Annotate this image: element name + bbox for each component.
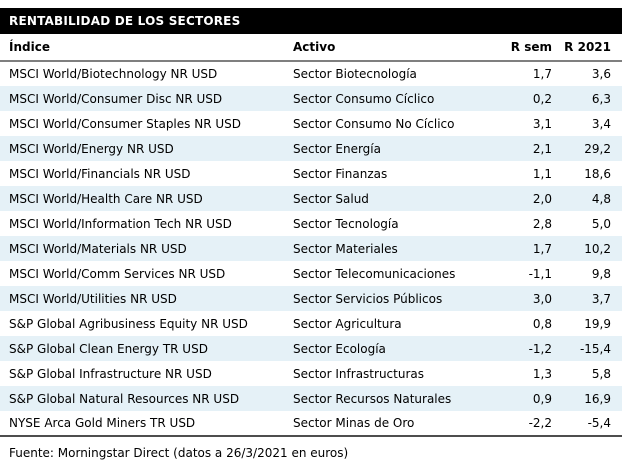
r-2021-value-cell: 3,6 — [591, 67, 611, 81]
table-row: S&P Global Clean Energy TR USD Sector Ec… — [0, 336, 622, 361]
index-name-cell: MSCI World/Materials NR USD — [9, 241, 187, 256]
table-row: MSCI World/Financials NR USD Sector Fina… — [0, 161, 622, 186]
r-2021-value-cell: -15,4 — [579, 341, 611, 356]
r-sem-value-cell: 3,1 — [532, 116, 552, 131]
index-name-cell: S&P Global Infrastructure NR USD — [9, 366, 212, 381]
index-name-cell: S&P Global Clean Energy TR USD — [9, 341, 208, 356]
r-sem-value-cell: 0,2 — [532, 91, 552, 106]
table-title: RENTABILIDAD DE LOS SECTORES — [9, 14, 241, 28]
r-2021-value-cell: 3,7 — [591, 291, 611, 306]
asset-name-cell: Sector Tecnología — [293, 216, 399, 231]
asset-name-cell: Sector Salud — [293, 191, 369, 206]
table-row: S&P Global Agribusiness Equity NR USD Se… — [0, 311, 622, 336]
asset-name-cell: Sector Recursos Naturales — [293, 391, 452, 406]
column-header-r-2021: R 2021 — [552, 34, 622, 62]
asset-name-cell: Sector Energía — [293, 141, 381, 156]
r-sem-value-cell: 0,9 — [532, 391, 552, 406]
index-name-cell: MSCI World/Energy NR USD — [9, 141, 174, 156]
asset-name-cell: Sector Biotecnología — [293, 67, 417, 81]
table-row: MSCI World/Utilities NR USD Sector Servi… — [0, 286, 622, 311]
r-2021-value-cell: 10,2 — [584, 241, 611, 256]
r-2021-value-cell: 9,8 — [591, 266, 611, 281]
r-2021-value-cell: 19,9 — [584, 316, 611, 331]
r-sem-value-cell: -1,2 — [528, 341, 552, 356]
index-name-cell: MSCI World/Health Care NR USD — [9, 191, 203, 206]
asset-name-cell: Sector Infrastructuras — [293, 366, 424, 381]
header-row: Índice Activo R sem R 2021 — [0, 34, 622, 62]
index-name-cell: NYSE Arca Gold Miners TR USD — [0, 411, 285, 437]
asset-name-cell: Sector Finanzas — [293, 166, 388, 181]
r-sem-value-cell: 1,3 — [532, 366, 552, 381]
sector-returns-table: Índice Activo R sem R 2021 MSCI World/Bi… — [0, 34, 622, 437]
r-2021-value-cell: 18,6 — [584, 166, 611, 181]
table-row: MSCI World/Comm Services NR USD Sector T… — [0, 261, 622, 286]
asset-name-cell: Sector Telecomunicaciones — [293, 266, 456, 281]
index-name-cell: MSCI World/Comm Services NR USD — [9, 266, 226, 281]
r-sem-value-cell: 2,8 — [532, 216, 552, 231]
index-name-cell: MSCI World/Utilities NR USD — [9, 291, 177, 306]
r-2021-value-cell: 3,4 — [591, 116, 611, 131]
asset-name-cell: Sector Materiales — [293, 241, 398, 256]
table-row: MSCI World/Consumer Disc NR USD Sector C… — [0, 86, 622, 111]
r-sem-value-cell: 1,7 — [532, 67, 552, 81]
r-2021-value-cell: -5,4 — [552, 411, 622, 437]
r-2021-value-cell: 5,0 — [591, 216, 611, 231]
column-header-indice: Índice — [0, 34, 285, 62]
table-row: MSCI World/Energy NR USD Sector Energía … — [0, 136, 622, 161]
index-name-cell: S&P Global Agribusiness Equity NR USD — [9, 316, 248, 331]
asset-name-cell: Sector Consumo No Cíclico — [293, 116, 455, 131]
asset-name-cell: Sector Ecología — [293, 341, 386, 356]
r-2021-value-cell: 29,2 — [584, 141, 611, 156]
index-name-cell: MSCI World/Information Tech NR USD — [9, 216, 232, 231]
column-header-activo: Activo — [285, 34, 472, 62]
r-sem-value-cell: 3,0 — [532, 291, 552, 306]
r-sem-value-cell: 1,1 — [532, 166, 552, 181]
source-note: Fuente: Morningstar Direct (datos a 26/3… — [9, 446, 349, 460]
table-row: S&P Global Natural Resources NR USD Sect… — [0, 386, 622, 411]
asset-name-cell: Sector Consumo Cíclico — [293, 91, 435, 106]
r-2021-value-cell: 5,8 — [591, 366, 611, 381]
column-header-r-sem: R sem — [472, 34, 552, 62]
r-sem-value-cell: 2,0 — [532, 191, 552, 206]
r-sem-value-cell: -2,2 — [472, 411, 552, 437]
index-name-cell: MSCI World/Consumer Staples NR USD — [9, 116, 241, 131]
r-sem-value-cell: 0,8 — [532, 316, 552, 331]
asset-name-cell: Sector Servicios Públicos — [293, 291, 443, 306]
asset-name-cell: Sector Agricultura — [293, 316, 402, 331]
r-sem-value-cell: -1,1 — [528, 266, 552, 281]
r-sem-value-cell: 2,1 — [532, 141, 552, 156]
index-name-cell: MSCI World/Consumer Disc NR USD — [9, 91, 223, 106]
r-sem-value-cell: 1,7 — [532, 241, 552, 256]
index-name-cell: MSCI World/Biotechnology NR USD — [9, 67, 218, 81]
table-row: NYSE Arca Gold Miners TR USD Sector Mina… — [0, 411, 622, 437]
index-name-cell: S&P Global Natural Resources NR USD — [9, 391, 240, 406]
table-row: MSCI World/Consumer Staples NR USD Secto… — [0, 111, 622, 136]
r-2021-value-cell: 16,9 — [584, 391, 611, 406]
table-row: S&P Global Infrastructure NR USD Sector … — [0, 361, 622, 386]
table-row: MSCI World/Information Tech NR USD Secto… — [0, 211, 622, 236]
table-title-bar: RENTABILIDAD DE LOS SECTORES — [0, 8, 622, 34]
r-2021-value-cell: 4,8 — [591, 191, 611, 206]
table-row: MSCI World/Materials NR USD Sector Mater… — [0, 236, 622, 261]
asset-name-cell: Sector Minas de Oro — [285, 411, 472, 437]
r-2021-value-cell: 6,3 — [591, 91, 611, 106]
index-name-cell: MSCI World/Financials NR USD — [9, 166, 191, 181]
table-row: MSCI World/Health Care NR USD Sector Sal… — [0, 186, 622, 211]
table-row: MSCI World/Biotechnology NR USD Sector B… — [0, 61, 622, 86]
